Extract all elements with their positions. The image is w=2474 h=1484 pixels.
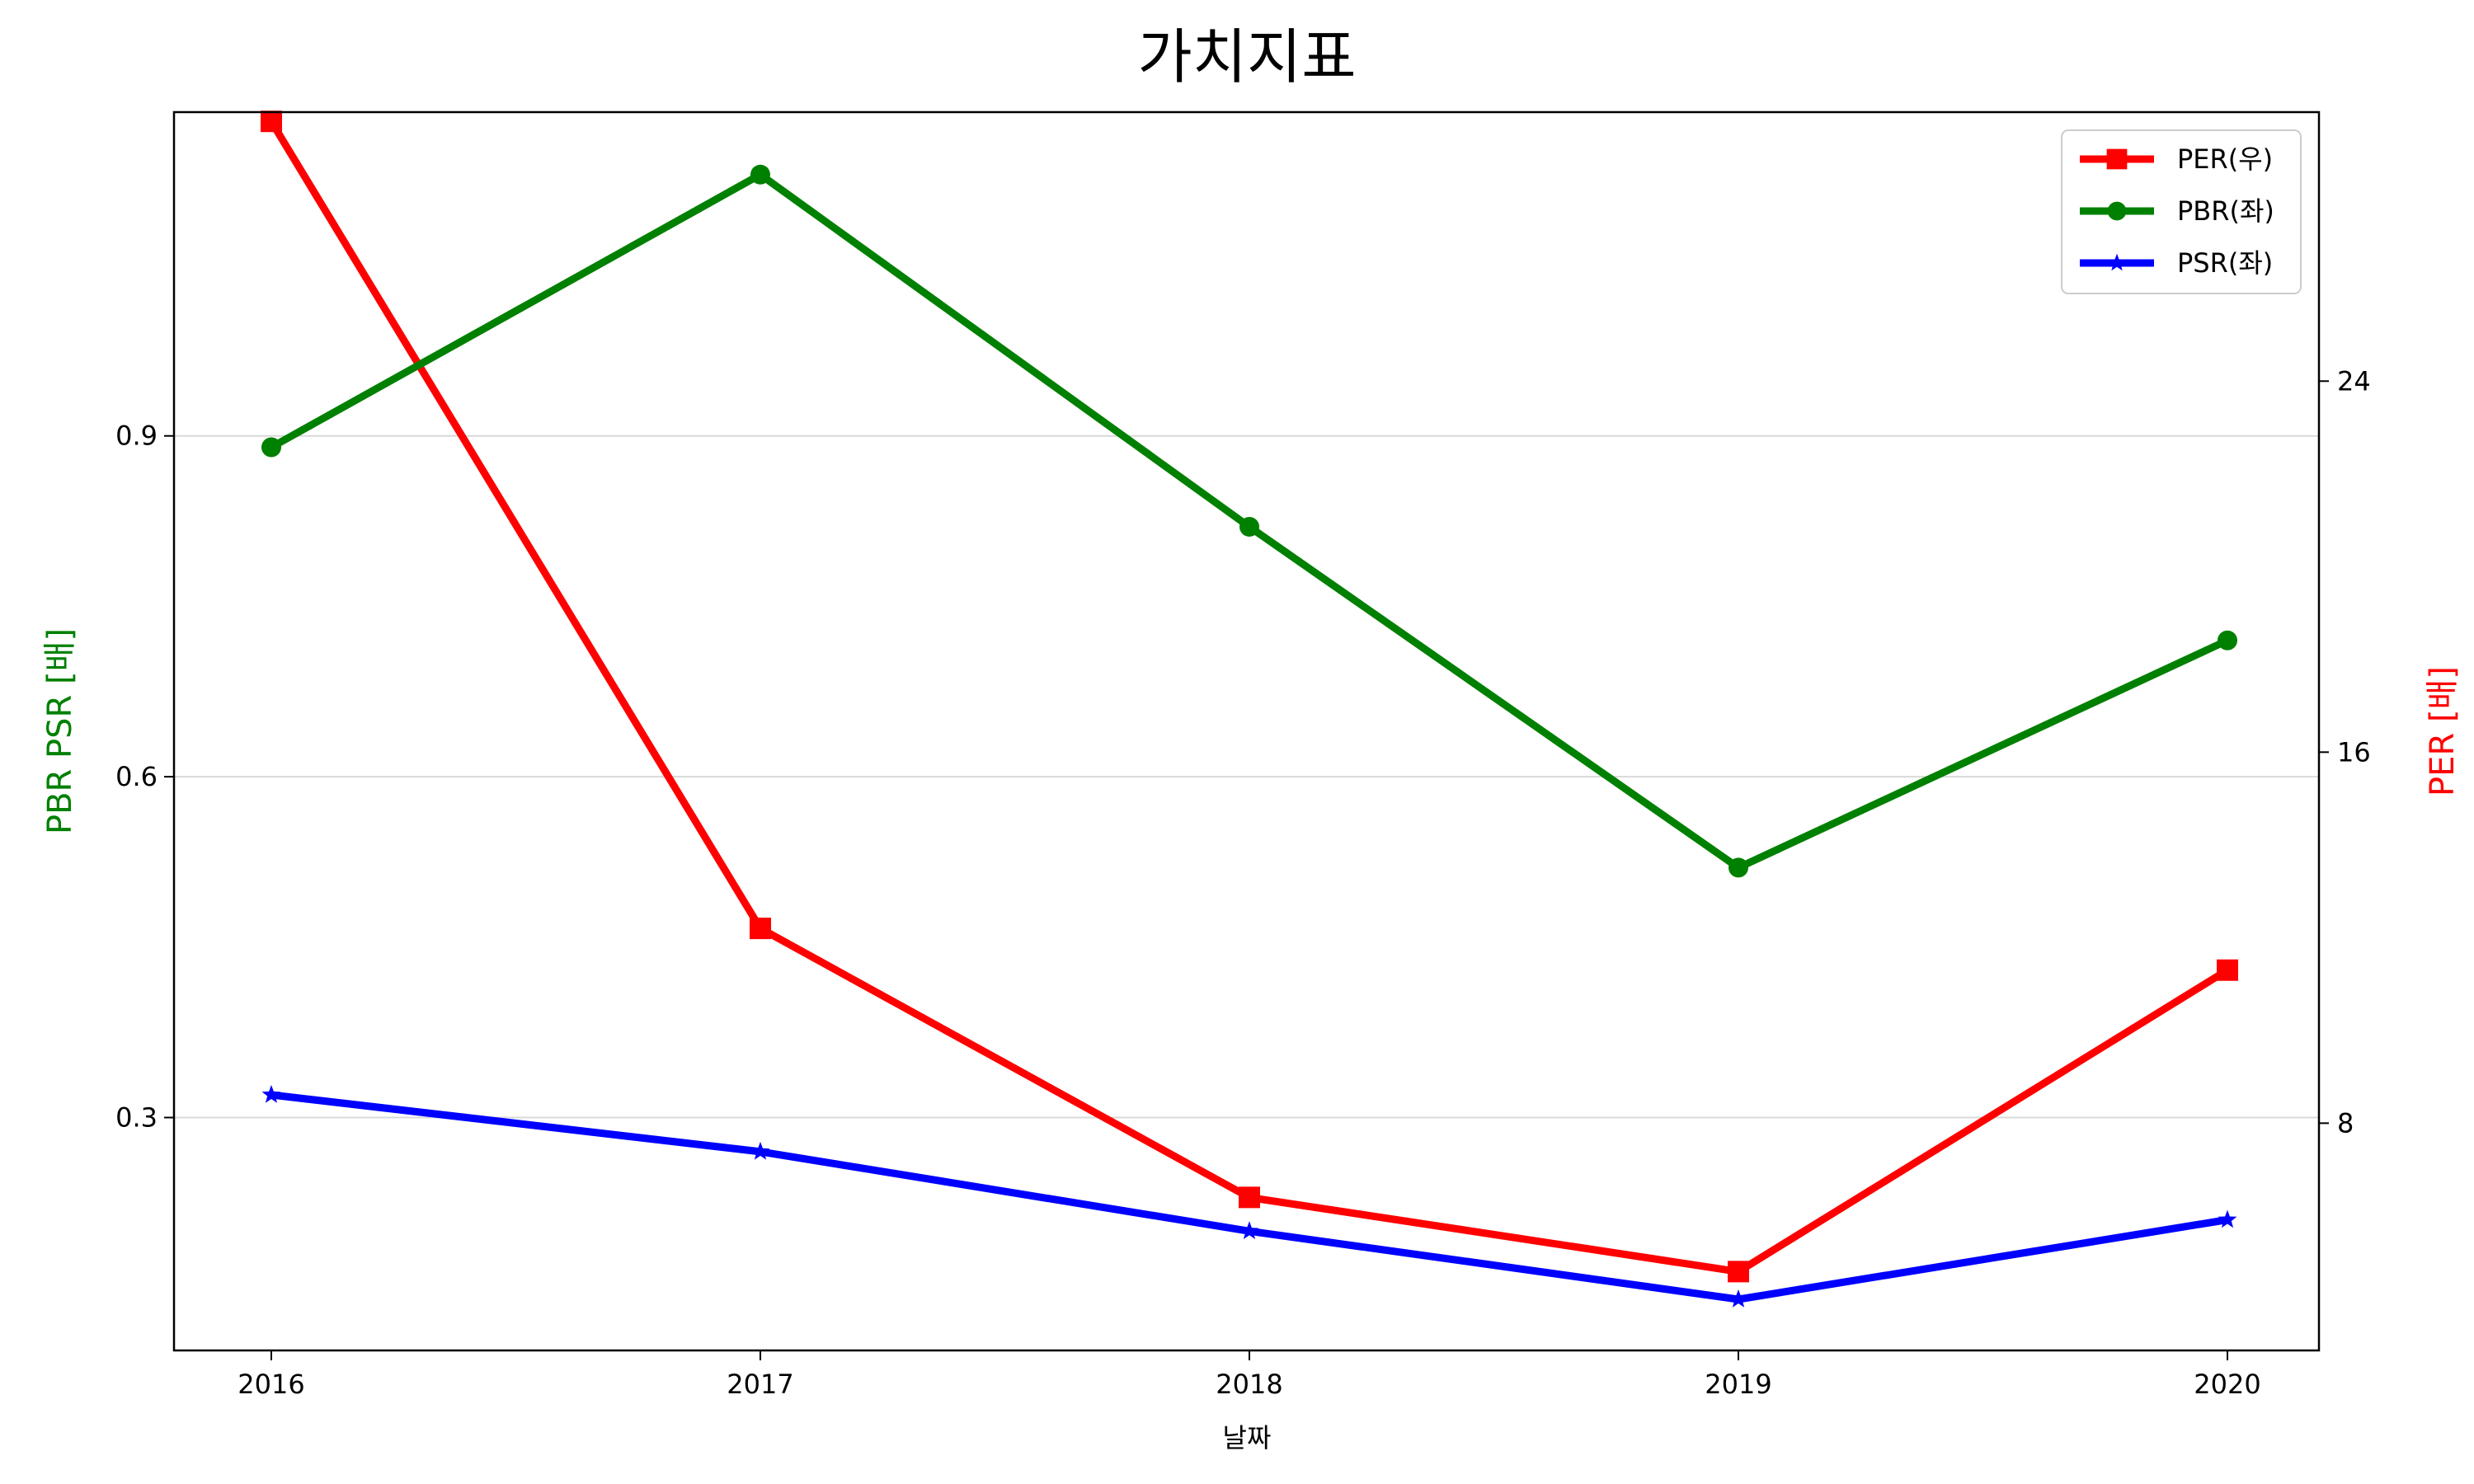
x-axis-label: 날짜 bbox=[1223, 1422, 1272, 1453]
psr-data-point bbox=[261, 1085, 281, 1103]
left-y-tick-label: 0.6 bbox=[115, 761, 158, 792]
right-y-tick-label: 16 bbox=[2337, 736, 2371, 768]
series-lines bbox=[261, 110, 2238, 1308]
per-data-point bbox=[2217, 959, 2238, 981]
per-data-point bbox=[750, 918, 771, 940]
pbr-data-point bbox=[261, 437, 281, 458]
pbr-data-point bbox=[2218, 630, 2237, 650]
right-y-tick-label: 24 bbox=[2337, 365, 2371, 397]
psr-legend-marker bbox=[2108, 253, 2126, 271]
per-data-point bbox=[261, 110, 282, 133]
plot-frame bbox=[172, 110, 2321, 1352]
per-data-point bbox=[1239, 1186, 1260, 1209]
psr-data-point bbox=[1729, 1289, 1748, 1308]
x-axis: 2016 2017 2018 2019 2020 bbox=[238, 1350, 2261, 1400]
psr-data-point bbox=[750, 1141, 770, 1160]
x-tick-label: 2020 bbox=[2194, 1369, 2260, 1400]
x-tick-label: 2016 bbox=[238, 1369, 304, 1400]
psr-data-point bbox=[2218, 1209, 2237, 1228]
x-tick-label: 2018 bbox=[1216, 1369, 1282, 1400]
x-tick-label: 2017 bbox=[727, 1369, 793, 1400]
per-data-point bbox=[1728, 1261, 1749, 1283]
left-y-axis: 0.3 0.6 0.9 bbox=[115, 420, 174, 1134]
per-series-line bbox=[267, 117, 2232, 1275]
left-y-tick-label: 0.3 bbox=[115, 1102, 158, 1134]
left-y-tick-label: 0.9 bbox=[115, 420, 158, 452]
per-legend-marker bbox=[2106, 148, 2128, 170]
right-y-tick-label: 8 bbox=[2337, 1107, 2354, 1139]
per-legend-label: PER(우) bbox=[2177, 143, 2273, 175]
left-y-axis-label: PBR PSR [배] bbox=[41, 628, 79, 834]
legend-box bbox=[2061, 129, 2302, 294]
pbr-data-point bbox=[1239, 516, 1259, 537]
pbr-data-point bbox=[750, 164, 770, 185]
psr-legend-label: PSR(좌) bbox=[2177, 247, 2273, 279]
psr-data-point bbox=[1239, 1221, 1259, 1239]
right-y-axis: 8 16 24 bbox=[2319, 365, 2371, 1139]
pbr-legend-label: PBR(좌) bbox=[2177, 195, 2274, 227]
chart-title: 가치지표 bbox=[1138, 22, 1357, 92]
right-y-axis-label: PER [배] bbox=[2424, 666, 2462, 796]
grid-lines bbox=[174, 434, 2319, 1119]
pbr-data-point bbox=[1729, 857, 1748, 878]
x-tick-label: 2019 bbox=[1705, 1369, 1771, 1400]
pbr-legend-marker bbox=[2107, 201, 2127, 221]
legend: PER(우) PBR(좌) PSR(좌) bbox=[2061, 129, 2302, 294]
